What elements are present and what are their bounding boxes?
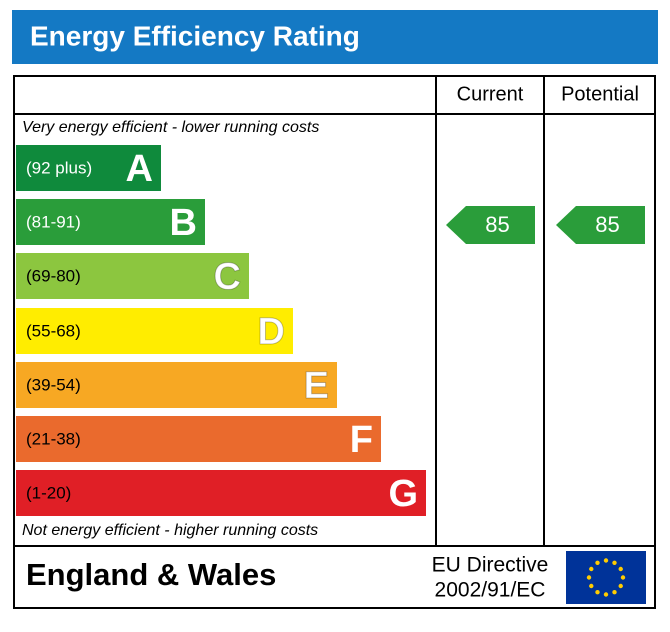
band-letter: C [214,256,241,298]
eu-stars [586,558,626,597]
band-letter: G [388,473,418,515]
band-range: (1-20) [26,483,71,502]
star [595,560,600,565]
star [612,590,617,595]
star [612,560,617,565]
band [16,308,293,354]
band-letter: B [170,202,197,244]
band [16,199,205,245]
title-bar [12,10,658,64]
band [16,416,381,462]
rating-arrow [446,206,535,244]
star [586,575,592,580]
star [620,575,626,580]
column-header: Potential [561,83,639,105]
band-letter: D [258,311,285,353]
band-range: (69-80) [26,266,81,285]
star [595,590,600,595]
frame [13,75,656,609]
band [16,362,337,408]
band [16,470,426,516]
band-range: (39-54) [26,375,81,394]
band [16,145,161,191]
band-range: (21-38) [26,429,81,448]
star [589,583,594,589]
star [603,592,609,597]
top-note: Very energy efficient - lower running co… [22,119,319,136]
star [618,566,623,572]
star [589,566,594,572]
band-range: (55-68) [26,321,81,340]
region: England & Wales [26,557,276,592]
band-letter: E [304,365,329,407]
band-range: (92 plus) [26,158,92,177]
title: Energy Efficiency Rating [30,20,360,51]
rating-arrow [556,206,645,244]
band-letter: F [350,419,373,461]
directive: EU Directive [432,554,549,577]
band-letter: A [126,148,153,190]
bottom-note: Not energy efficient - higher running co… [22,522,318,539]
star [618,583,623,589]
rating-value: 85 [485,212,509,237]
band [16,253,249,299]
rating-value: 85 [595,212,619,237]
directive: 2002/91/EC [435,579,546,602]
column-header: Current [457,83,524,105]
band-range: (81-91) [26,212,81,231]
star [603,558,609,563]
